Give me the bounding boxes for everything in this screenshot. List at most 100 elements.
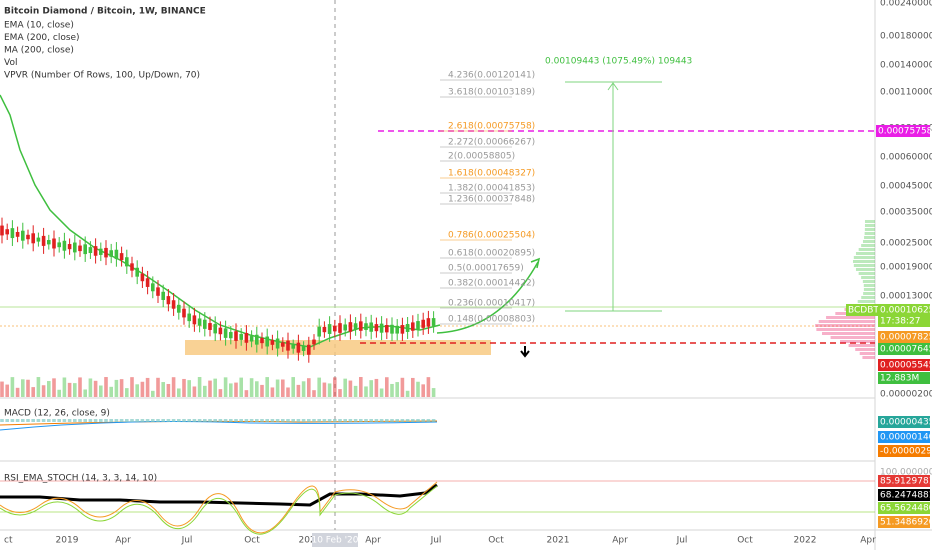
vpvr-bar [840, 340, 875, 343]
rsi-line [0, 483, 438, 507]
candle-body [229, 332, 233, 339]
volume-bar [47, 381, 51, 397]
macd-hist [78, 419, 82, 422]
macd-hist [36, 419, 41, 422]
price-tag-label: -0.00000295 [880, 447, 932, 457]
macd-hist [359, 419, 363, 422]
ema-line [0, 94, 441, 348]
vpvr-bar [853, 256, 875, 259]
volume-bar [291, 377, 295, 397]
candle-body [192, 315, 197, 325]
macd-hist [431, 419, 436, 422]
volume-bar [187, 380, 191, 397]
volume-bar [385, 377, 389, 397]
macd-hist [296, 419, 301, 422]
vpvr-bar [864, 220, 875, 223]
macd-hist [62, 419, 67, 422]
volume-bar [135, 384, 139, 397]
candle-body [260, 338, 264, 344]
price-tag-label: 12.883M [880, 374, 919, 384]
volume-bar [379, 388, 384, 397]
fib-label: 3.618(0.00103189) [448, 88, 535, 98]
price-tag [878, 445, 930, 457]
macd-hist [411, 419, 415, 422]
candle-body [41, 235, 46, 246]
macd-hist [67, 419, 72, 422]
volume-bar [99, 385, 103, 397]
cursor-date-bg [312, 533, 358, 547]
volume-bar [41, 385, 46, 397]
price-tag [878, 331, 930, 343]
price-tag [878, 343, 930, 355]
vpvr-bar [858, 248, 875, 251]
fib-label: 2.272(0.00066267) [448, 138, 535, 148]
vpvr-bar [830, 336, 875, 339]
vpvr-bar [822, 332, 875, 335]
volume-bar [244, 390, 249, 397]
candle-body [88, 247, 93, 254]
time-axis-label: Apr [860, 536, 876, 546]
macd-hist [57, 419, 61, 422]
price-axis-label: 0.00013000 [880, 292, 932, 302]
macd-hist [364, 419, 368, 422]
price-axis-label: 0.00045000 [880, 182, 932, 192]
vpvr-bar [852, 260, 875, 263]
volume-bar [353, 385, 358, 397]
macd-hist [307, 419, 311, 422]
candle-body [416, 321, 420, 330]
candle-body [249, 336, 254, 342]
macd-hist [93, 419, 98, 422]
candle-body [182, 308, 186, 318]
candle-body [31, 233, 35, 244]
stoch-line [0, 485, 438, 535]
macd-hist [218, 419, 223, 422]
macd-hist [223, 419, 228, 422]
price-tag-label: 0.00007825 [880, 333, 932, 343]
volume-bar [369, 380, 373, 397]
candle-body [197, 318, 202, 326]
vpvr-bar [863, 292, 875, 295]
volume-bar [218, 389, 223, 397]
time-axis-label: Apr [365, 536, 381, 546]
volume-bar [400, 377, 405, 397]
macd-hist [239, 419, 243, 422]
volume-bar [57, 389, 61, 397]
volume-bar [104, 377, 108, 397]
volume-bar [327, 383, 332, 397]
legend-item: VPVR (Number Of Rows, 100, Up/Down, 70) [4, 71, 200, 81]
price-tag [878, 359, 930, 371]
volume-bar [171, 377, 176, 397]
vpvr-bar [864, 232, 875, 235]
candle-body [390, 324, 394, 334]
candle-body [400, 325, 405, 334]
candle-body [327, 324, 332, 334]
time-axis-label: ct [4, 536, 13, 546]
macd-hist [182, 419, 186, 422]
volume-bar [307, 378, 311, 397]
candle-body [411, 322, 415, 331]
candle-body [244, 332, 249, 343]
macd-hist [348, 419, 353, 422]
candle-body [338, 323, 342, 333]
candle-body [426, 318, 431, 327]
projection-arrow [436, 261, 539, 334]
vpvr-bar [864, 236, 875, 239]
macd-hist [426, 419, 431, 422]
macd-hist [317, 419, 321, 422]
volume-bar [270, 387, 275, 397]
vpvr-bar [857, 300, 875, 303]
time-axis-label: Jul [181, 536, 193, 546]
macd-hist [135, 419, 139, 422]
volume-bar [348, 380, 353, 397]
measure-label: 0.00109443 (1075.49%) 109443 [545, 57, 692, 67]
cursor-date: 10 Feb '20 [311, 536, 358, 546]
vpvr-bar [862, 356, 875, 359]
volume-bar [21, 379, 25, 397]
price-axis-label: 0.00060000 [880, 153, 932, 163]
price-axis-label: 0.00180000 [880, 32, 932, 42]
volume-bar [0, 381, 4, 397]
candle-body [379, 323, 384, 333]
price-axis-label: 0.00025000 [880, 239, 932, 249]
vpvr-bar [864, 224, 875, 227]
candle-body [104, 247, 108, 258]
